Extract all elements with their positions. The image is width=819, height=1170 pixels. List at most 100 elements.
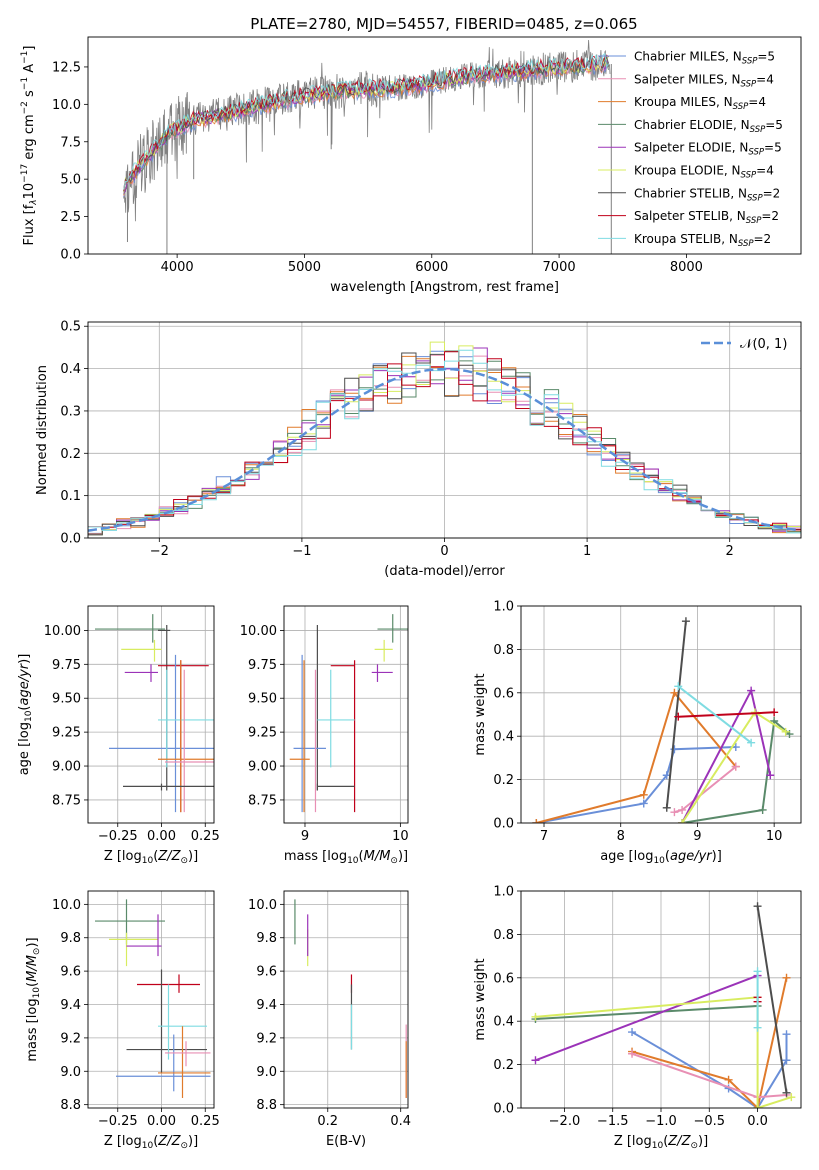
mass-weight-marker xyxy=(674,712,683,721)
x-tick-label: −1.0 xyxy=(645,1114,677,1129)
x-axis-label: (data-model)/error xyxy=(384,564,505,579)
x-tick-label: 5000 xyxy=(288,260,321,275)
x-axis-label: age [log10(age/yr)] xyxy=(600,849,722,866)
y-tick-label: 10.00 xyxy=(44,624,81,639)
mass-weight-marker xyxy=(678,805,687,814)
y-tick-label: 1.0 xyxy=(493,600,514,615)
y-axis-label: mass [log10(M/M⊙)] xyxy=(25,937,42,1061)
x-tick-label: 0 xyxy=(440,544,448,559)
mass-weight-marker xyxy=(531,1056,540,1065)
y-tick-label: 9.8 xyxy=(60,931,81,946)
y-axis-label: mass weight xyxy=(473,958,488,1040)
mass-weight-marker xyxy=(747,738,756,747)
y-tick-label: 9.4 xyxy=(256,998,277,1013)
mass-weight-marker xyxy=(758,805,767,814)
x-tick-label: 8000 xyxy=(670,260,703,275)
mass-weight-marker xyxy=(747,686,756,695)
residuals-panel: −2 −1 0 1 2 0.0 0.1 0.2 0.3 0.4 0.5 (data-model)/er… xyxy=(35,320,802,579)
mass-weight-marker xyxy=(670,808,679,817)
y-tick-label: 0.4 xyxy=(493,1015,514,1030)
axes-frame xyxy=(87,605,215,824)
y-axis-label: Normed distribution xyxy=(35,365,50,495)
x-tick-label: −1.5 xyxy=(597,1114,629,1129)
x-tick-label: 0.25 xyxy=(191,829,220,844)
mass-weight-marker xyxy=(670,745,679,754)
y-tick-label: 0.8 xyxy=(493,643,514,658)
mass-weight-line xyxy=(631,977,788,1108)
y-tick-label: 9.50 xyxy=(52,692,81,707)
x-axis-label: mass [log10(M/M⊙)] xyxy=(284,849,408,866)
x-tick-label: 0.25 xyxy=(191,1114,220,1129)
y-tick-label: 9.6 xyxy=(256,965,277,980)
mass-weight-line xyxy=(536,690,737,823)
plot-area xyxy=(532,617,794,823)
axes-frame xyxy=(520,605,802,824)
plot-area xyxy=(95,614,214,813)
y-tick-label: 10.00 xyxy=(240,624,277,639)
mass-weight-marker xyxy=(674,682,683,691)
y-tick-label: 9.50 xyxy=(248,692,277,707)
y-tick-label: 0.0 xyxy=(493,817,514,832)
x-tick-label: 1 xyxy=(583,544,591,559)
mass-weight-line xyxy=(756,906,788,1093)
mass-weight-marker xyxy=(770,708,779,717)
x-tick-label: −1 xyxy=(292,544,311,559)
x-tick-label: 9 xyxy=(693,829,701,844)
legend-label: Chabrier MILES, NSSP=5 xyxy=(634,50,775,67)
x-axis-label: Z [log10(Z/Z⊙)] xyxy=(614,1134,708,1151)
axes-frame xyxy=(87,36,802,255)
axes-frame xyxy=(283,605,409,824)
y-tick-label: 0.4 xyxy=(60,362,81,377)
mass-weight-marker xyxy=(781,727,790,736)
mass-weight-line xyxy=(677,685,752,744)
y-tick-label: 0.6 xyxy=(493,971,514,986)
x-tick-label: 0.0 xyxy=(747,1114,768,1129)
y-axis-label: mass weight xyxy=(473,673,488,755)
y-tick-label: 1.0 xyxy=(493,885,514,900)
mass-weight-marker xyxy=(753,967,762,976)
x-tick-label: 6000 xyxy=(415,260,448,275)
y-tick-label: 9.2 xyxy=(60,1031,81,1046)
mass-weight-marker xyxy=(531,1012,540,1021)
y-tick-label: 0.0 xyxy=(493,1102,514,1117)
y-tick-label: 9.00 xyxy=(248,760,277,775)
x-tick-label: 0.00 xyxy=(147,829,176,844)
mass-weight-line xyxy=(535,1005,758,1020)
y-tick-label: 0.6 xyxy=(493,686,514,701)
x-tick-label: 0.00 xyxy=(147,1114,176,1129)
massweight-vs-age-panel: 7 8 9 10 0.0 0.2 0.4 0.6 0.8 1.0 age [log10(age/yr… xyxy=(473,600,802,866)
legend-label: Chabrier STELIB, NSSP=2 xyxy=(634,186,780,203)
x-tick-label: −2.0 xyxy=(549,1114,581,1129)
y-tick-label: 0.3 xyxy=(60,404,81,419)
mass-weight-line xyxy=(665,621,687,808)
x-tick-label: 10 xyxy=(392,829,409,844)
x-tick-label: −0.25 xyxy=(98,829,138,844)
y-tick-label: 9.25 xyxy=(248,726,277,741)
legend-label: Salpeter STELIB, NSSP=2 xyxy=(634,209,779,226)
x-axis-label: wavelength [Angstrom, rest frame] xyxy=(330,280,559,295)
mass-weight-marker xyxy=(782,1056,791,1065)
x-axis-label: Z [log10(Z/Z⊙)] xyxy=(104,849,198,866)
y-tick-label: 8.8 xyxy=(60,1098,81,1113)
y-tick-label: 9.75 xyxy=(248,658,277,673)
mass-weight-line xyxy=(535,974,758,1062)
legend-label: 𝒩(0, 1) xyxy=(740,337,787,352)
mass-weight-marker xyxy=(753,1104,762,1108)
age-vs-mass-panel: 9 10 8.75 9.00 9.25 9.50 9.75 10.00 mass [log10(… xyxy=(240,605,409,866)
x-tick-label: 2 xyxy=(726,544,734,559)
y-tick-label: 9.6 xyxy=(60,965,81,980)
x-tick-label: −0.5 xyxy=(693,1114,725,1129)
mass-weight-marker xyxy=(678,819,687,823)
normal-curve xyxy=(88,367,799,532)
mass-weight-marker xyxy=(662,803,671,812)
y-axis-label: Flux [fλ10−17 erg cm−2 s−1 A−1] xyxy=(20,46,39,246)
x-tick-label: 7000 xyxy=(543,260,576,275)
x-tick-label: 8 xyxy=(617,829,625,844)
mass-vs-metallicity-panel: −0.25 0.00 0.25 8.8 9.0 9.2 9.4 9.6 9.8 10.0 Z [lo… xyxy=(25,890,220,1151)
y-tick-label: 0.0 xyxy=(60,248,81,263)
y-tick-label: 0.8 xyxy=(493,928,514,943)
legend-label: Kroupa ELODIE, NSSP=4 xyxy=(634,164,774,181)
y-tick-label: 0.2 xyxy=(493,773,514,788)
mass-weight-marker xyxy=(639,790,648,799)
